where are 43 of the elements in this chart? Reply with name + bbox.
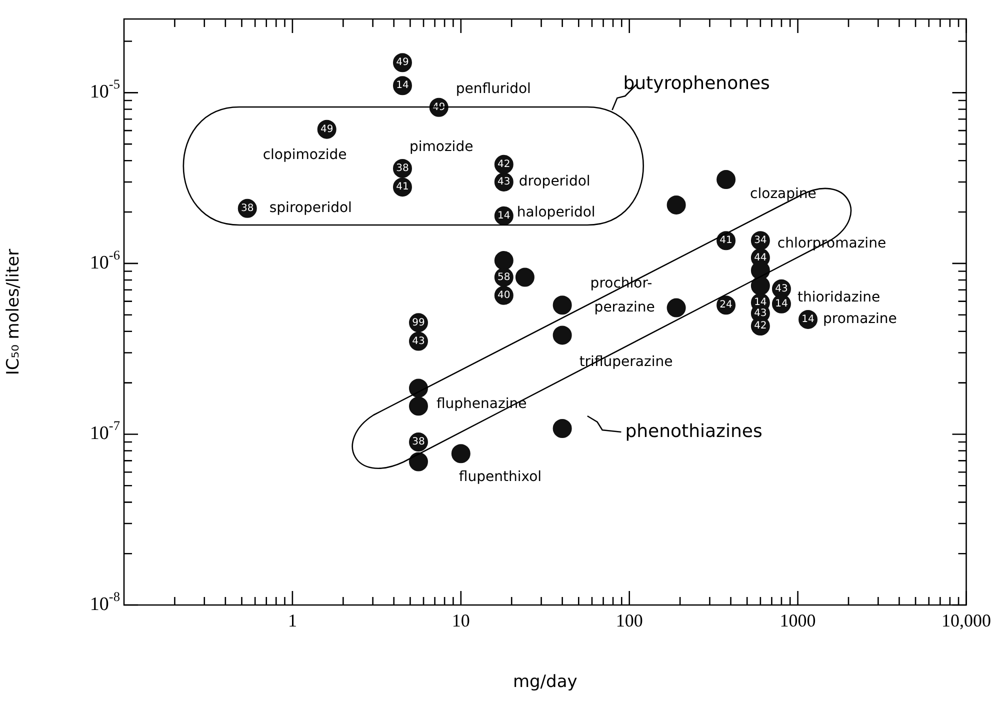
annotation: penfluridol: [456, 81, 531, 98]
annotation: clopimozide: [262, 146, 347, 163]
annotation: promazine: [823, 311, 897, 328]
x-tick-label: 1000: [780, 610, 816, 631]
x-axis-title: mg/day: [512, 672, 578, 692]
annotation: 14: [775, 298, 788, 310]
annotation: 40: [498, 290, 510, 301]
annotation: 24: [720, 300, 732, 311]
annotation: 49: [320, 124, 334, 135]
annotation: 42: [498, 159, 510, 170]
annotation: droperidol: [518, 174, 590, 190]
x-tick-label: 1: [288, 610, 297, 631]
x-tick-label: 10: [452, 610, 470, 631]
annotation: flupenthixol: [458, 469, 542, 486]
annotation: 49: [396, 57, 409, 68]
annotation: 14: [802, 314, 814, 326]
annotation: 41: [396, 182, 409, 193]
annotation: 58: [498, 272, 510, 283]
annotation: 43: [775, 283, 788, 294]
annotation: perazine: [594, 299, 655, 316]
x-tick-label: 100: [616, 610, 643, 631]
annotation: thioridazine: [797, 289, 880, 306]
annotation: 14: [754, 297, 767, 308]
annotation: 38: [396, 163, 409, 174]
annotation: 44: [754, 252, 767, 264]
y-axis-title: IC₅₀ moles/liter: [4, 248, 24, 376]
annotation: haloperidol: [516, 204, 596, 220]
annotation: 42: [754, 320, 767, 332]
annotation: 41: [720, 235, 732, 246]
annotation: phenothiazines: [625, 420, 762, 442]
annotation: 14: [498, 210, 510, 222]
annotation: 43: [412, 336, 425, 347]
annotation: butyrophenones: [623, 72, 770, 94]
annotation: pimozide: [409, 139, 474, 156]
annotation: 14: [396, 80, 409, 92]
annotation: 99: [412, 317, 425, 328]
x-tick-label: 10,000: [942, 610, 991, 631]
annotation: 43: [754, 308, 767, 319]
annotation: 38: [241, 203, 254, 214]
annotation: spiroperidol: [269, 200, 352, 216]
annotation: 43: [498, 176, 510, 188]
annotation: 34: [754, 235, 767, 246]
annotation: 38: [412, 436, 425, 448]
